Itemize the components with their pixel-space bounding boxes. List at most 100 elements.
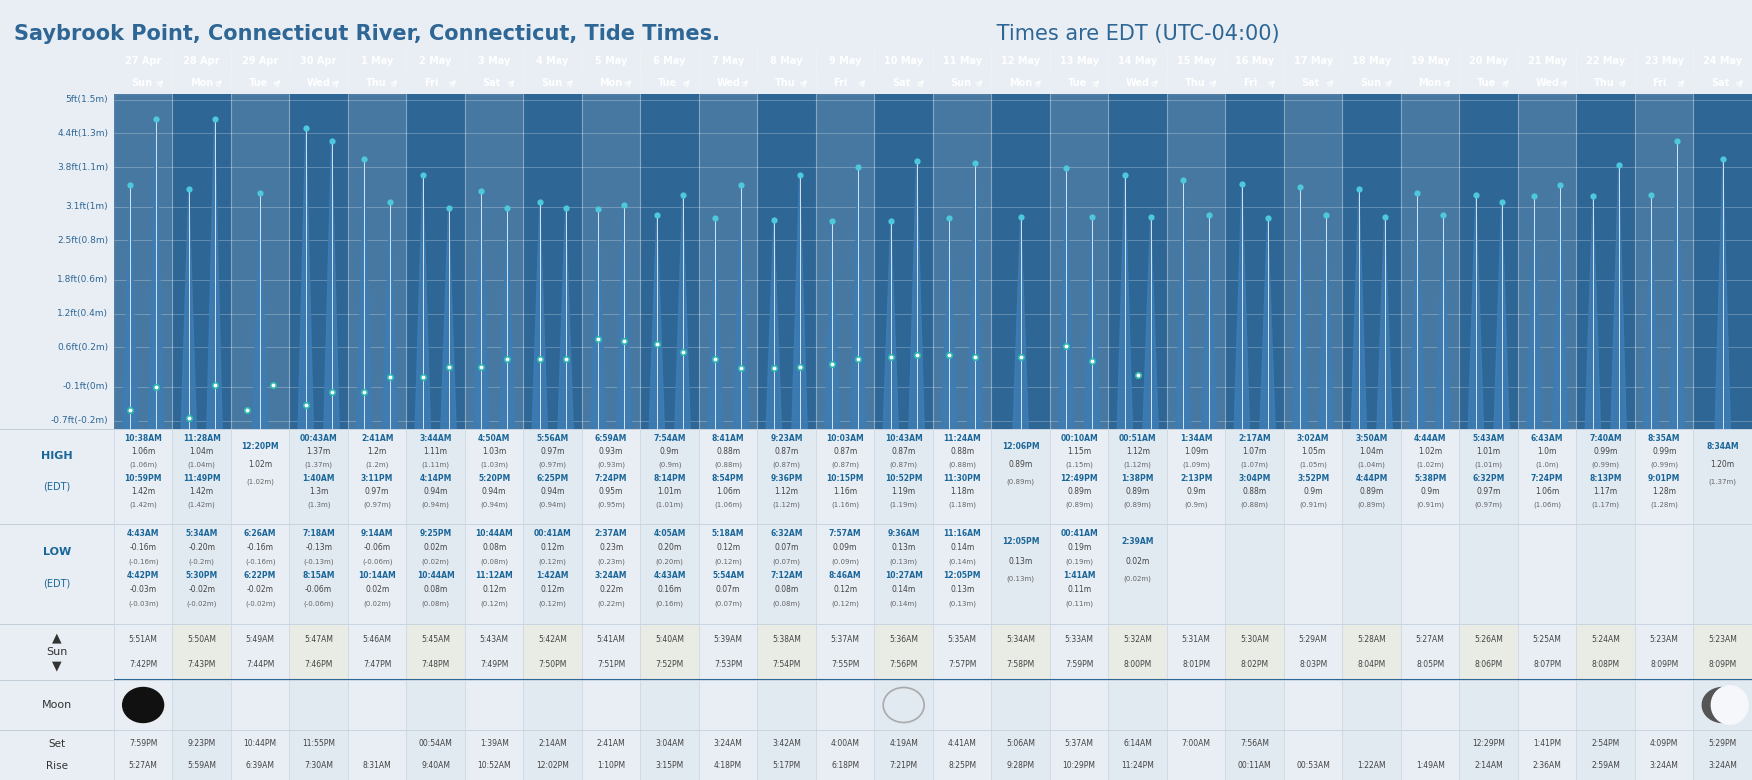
Text: 0.89m: 0.89m xyxy=(1125,488,1149,496)
Text: -0.16m: -0.16m xyxy=(247,544,273,552)
Text: (0.9m): (0.9m) xyxy=(659,462,682,468)
Text: 3:24AM: 3:24AM xyxy=(1708,761,1738,771)
Text: 9:23PM: 9:23PM xyxy=(187,739,215,749)
Text: (1.15m): (1.15m) xyxy=(1065,462,1093,468)
Text: 1.04m: 1.04m xyxy=(1360,447,1384,456)
Text: 8:01PM: 8:01PM xyxy=(1183,660,1211,668)
Text: 5:50AM: 5:50AM xyxy=(187,635,215,644)
Text: (0.23m): (0.23m) xyxy=(597,558,625,566)
Text: 3:24AM: 3:24AM xyxy=(596,572,627,580)
Text: 1:42AM: 1:42AM xyxy=(536,572,569,580)
Text: 7:21PM: 7:21PM xyxy=(890,761,918,771)
Text: 11:30PM: 11:30PM xyxy=(943,474,981,483)
Bar xyxy=(1109,680,1167,730)
Text: 11 May: 11 May xyxy=(943,56,981,66)
Text: 0.99m: 0.99m xyxy=(1652,447,1677,456)
Text: 1.0m: 1.0m xyxy=(1538,447,1558,456)
Text: 0.94m: 0.94m xyxy=(540,488,564,496)
Text: 1.37m: 1.37m xyxy=(307,447,331,456)
Text: 3:42AM: 3:42AM xyxy=(773,739,801,749)
Text: 0.95m: 0.95m xyxy=(599,488,624,496)
Text: 3:04AM: 3:04AM xyxy=(655,739,685,749)
Text: 24 May: 24 May xyxy=(1703,56,1741,66)
Bar xyxy=(641,680,699,730)
Text: (0.07m): (0.07m) xyxy=(773,558,801,566)
Bar xyxy=(524,680,582,730)
Polygon shape xyxy=(180,190,196,429)
Text: (0.88m): (0.88m) xyxy=(715,462,743,468)
Text: 3:24AM: 3:24AM xyxy=(713,739,743,749)
Text: 16 May: 16 May xyxy=(1235,56,1274,66)
Text: 0.9m: 0.9m xyxy=(1421,488,1440,496)
Text: (1.06m): (1.06m) xyxy=(715,502,743,509)
Text: 1.20m: 1.20m xyxy=(1710,459,1734,469)
Text: Fri: Fri xyxy=(1652,78,1666,88)
Bar xyxy=(1342,730,1402,780)
Text: 21 May: 21 May xyxy=(1528,56,1566,66)
Polygon shape xyxy=(1715,159,1731,429)
Text: (0.14m): (0.14m) xyxy=(948,558,976,566)
Bar xyxy=(1694,429,1752,524)
Bar xyxy=(289,524,349,624)
Text: 0.02m: 0.02m xyxy=(1125,556,1149,566)
Polygon shape xyxy=(1058,168,1074,429)
Bar xyxy=(641,429,699,524)
Text: (0.12m): (0.12m) xyxy=(480,601,508,608)
Text: (1.2m): (1.2m) xyxy=(366,462,389,468)
Text: 15 May: 15 May xyxy=(1177,56,1216,66)
Bar xyxy=(992,524,1049,624)
Text: 5:56AM: 5:56AM xyxy=(536,434,569,443)
Text: (0.12m): (0.12m) xyxy=(830,601,858,608)
Text: (0.88m): (0.88m) xyxy=(1240,502,1268,509)
Bar xyxy=(757,680,816,730)
Text: 5:37AM: 5:37AM xyxy=(1065,739,1093,749)
Text: 4:41AM: 4:41AM xyxy=(948,739,976,749)
Text: 1.42m: 1.42m xyxy=(189,488,214,496)
Bar xyxy=(1517,94,1577,429)
Bar xyxy=(1225,730,1284,780)
Text: 5:49AM: 5:49AM xyxy=(245,635,275,644)
Text: 00:11AM: 00:11AM xyxy=(1239,761,1272,771)
Text: 0.89m: 0.89m xyxy=(1360,488,1384,496)
Polygon shape xyxy=(943,218,957,429)
Text: 8:03PM: 8:03PM xyxy=(1298,660,1328,668)
Polygon shape xyxy=(1552,185,1568,429)
Text: 0.12m: 0.12m xyxy=(541,586,564,594)
Polygon shape xyxy=(850,167,865,429)
Text: 0.20m: 0.20m xyxy=(657,544,682,552)
Text: 0.89m: 0.89m xyxy=(1009,459,1034,469)
Text: Wed: Wed xyxy=(717,78,741,88)
Bar xyxy=(992,624,1049,680)
Text: 0.22m: 0.22m xyxy=(599,586,624,594)
Text: 8:08PM: 8:08PM xyxy=(1591,660,1621,668)
Text: 1:22AM: 1:22AM xyxy=(1358,761,1386,771)
Text: (0.02m): (0.02m) xyxy=(363,601,391,608)
Text: (1.01m): (1.01m) xyxy=(1475,462,1503,468)
Bar xyxy=(1225,624,1284,680)
Bar xyxy=(524,429,582,524)
Text: 8:06PM: 8:06PM xyxy=(1475,660,1503,668)
Text: 8:13PM: 8:13PM xyxy=(1589,474,1622,483)
Text: 13 May: 13 May xyxy=(1060,56,1099,66)
Circle shape xyxy=(123,687,163,722)
Text: (0.99m): (0.99m) xyxy=(1650,462,1678,468)
Text: 7:54AM: 7:54AM xyxy=(653,434,687,443)
Text: 1.42m: 1.42m xyxy=(131,488,156,496)
Text: 5:06AM: 5:06AM xyxy=(1006,739,1035,749)
Text: (1.37m): (1.37m) xyxy=(1708,478,1736,484)
Text: (EDT): (EDT) xyxy=(44,481,70,491)
Text: 3:52PM: 3:52PM xyxy=(1296,474,1330,483)
Text: 4.4ft(1.3m): 4.4ft(1.3m) xyxy=(58,129,109,138)
Text: 10:38AM: 10:38AM xyxy=(124,434,163,443)
Text: 5:31AM: 5:31AM xyxy=(1183,635,1211,644)
Text: Mon: Mon xyxy=(189,78,214,88)
Text: 1.06m: 1.06m xyxy=(1535,488,1559,496)
Text: ▼: ▼ xyxy=(53,660,61,672)
Bar xyxy=(1459,624,1517,680)
Text: 9:23AM: 9:23AM xyxy=(771,434,802,443)
Text: 7:47PM: 7:47PM xyxy=(363,660,391,668)
Text: Sun: Sun xyxy=(1360,78,1381,88)
Text: 2:14AM: 2:14AM xyxy=(1475,761,1503,771)
Text: 3:02AM: 3:02AM xyxy=(1296,434,1330,443)
Bar xyxy=(1459,429,1517,524)
